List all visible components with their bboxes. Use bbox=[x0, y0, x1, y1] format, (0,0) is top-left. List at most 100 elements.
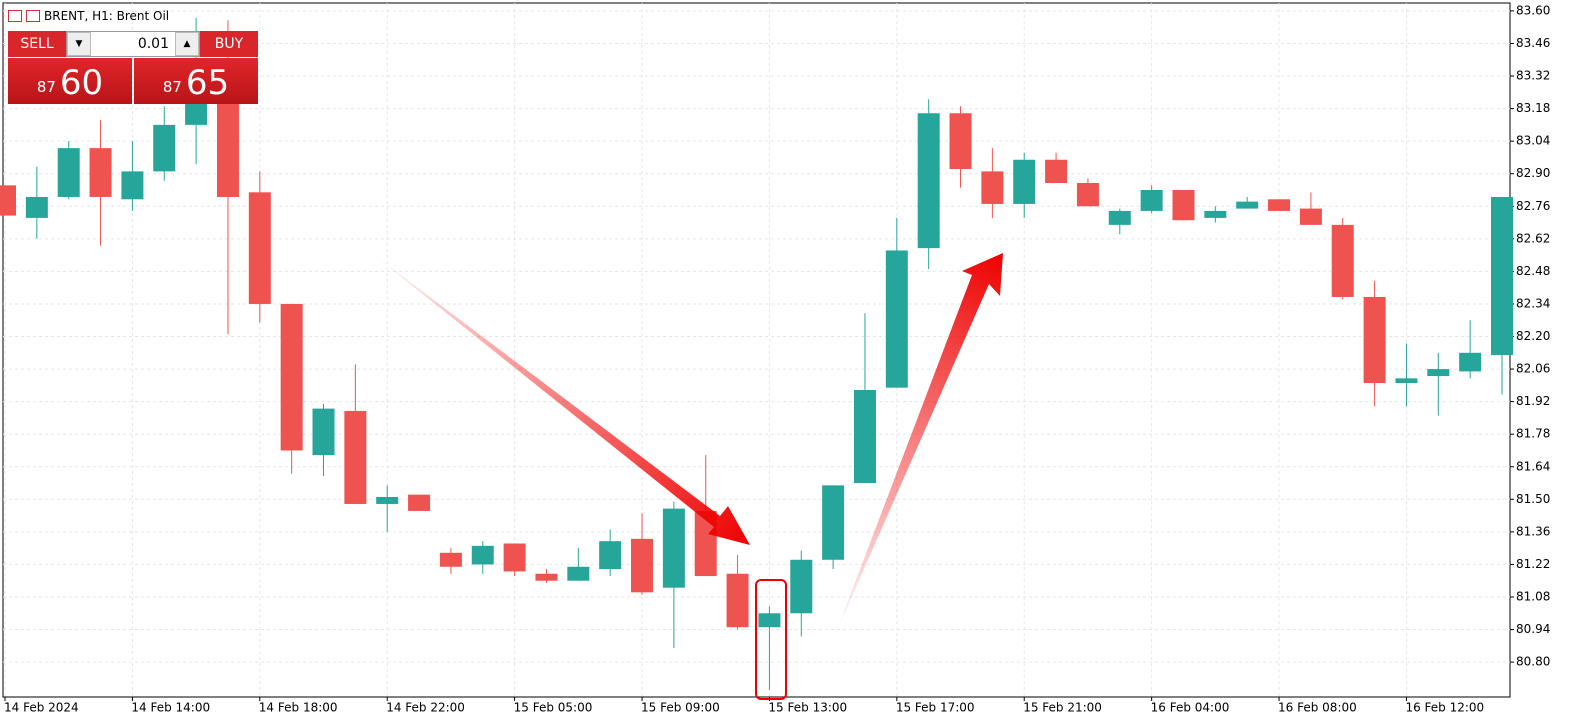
candle-body bbox=[0, 185, 16, 216]
sell-button[interactable]: SELL bbox=[8, 31, 66, 57]
y-tick-label: 82.06 bbox=[1516, 362, 1550, 376]
icon bbox=[26, 10, 40, 22]
y-tick-label: 83.04 bbox=[1516, 134, 1550, 148]
y-tick-label: 82.76 bbox=[1516, 199, 1550, 213]
x-tick-label: 16 Feb 04:00 bbox=[1151, 701, 1230, 715]
candle-body bbox=[1140, 189, 1163, 211]
y-tick-label: 82.62 bbox=[1516, 231, 1550, 245]
y-tick-label: 82.48 bbox=[1516, 264, 1550, 278]
bid-big: 87 bbox=[36, 78, 56, 96]
x-tick-label: 15 Feb 13:00 bbox=[768, 701, 847, 715]
candle-body bbox=[25, 196, 48, 218]
candle-body bbox=[790, 559, 813, 614]
candle-body bbox=[376, 496, 399, 504]
trade-panel: SELL ▼ 0.01 ▲ BUY 87 60 87 65 bbox=[8, 31, 258, 104]
candle-body bbox=[1363, 296, 1386, 384]
x-tick-label: 14 Feb 2024 bbox=[4, 701, 79, 715]
candle-body bbox=[121, 171, 144, 200]
candle-body bbox=[1076, 183, 1099, 207]
y-tick-label: 80.94 bbox=[1516, 622, 1550, 636]
candle-body bbox=[1204, 210, 1227, 218]
candle-body bbox=[57, 148, 80, 197]
chart-title: BRENT, H1: Brent Oil bbox=[44, 9, 170, 23]
x-tick-label: 15 Feb 09:00 bbox=[641, 701, 720, 715]
candle-body bbox=[1459, 352, 1482, 372]
ask-small: 65 bbox=[185, 63, 230, 103]
candle-body bbox=[344, 410, 367, 504]
candle-body bbox=[822, 485, 845, 560]
candle-body bbox=[1045, 159, 1068, 184]
candle-body bbox=[1172, 189, 1195, 221]
candle-body bbox=[917, 113, 940, 249]
buy-button[interactable]: BUY bbox=[200, 31, 258, 57]
candle-body bbox=[1236, 201, 1259, 209]
candle-body bbox=[216, 103, 239, 197]
ask-price[interactable]: 87 65 bbox=[134, 58, 258, 104]
icon bbox=[8, 10, 22, 22]
x-tick-label: 16 Feb 12:00 bbox=[1405, 701, 1484, 715]
candle-body bbox=[981, 171, 1004, 204]
y-tick-label: 81.78 bbox=[1516, 427, 1550, 441]
candle-body bbox=[312, 408, 335, 456]
x-tick-label: 15 Feb 17:00 bbox=[896, 701, 975, 715]
ask-big: 87 bbox=[162, 78, 182, 96]
bid-small: 60 bbox=[59, 63, 104, 103]
arrow-down bbox=[365, 248, 750, 545]
candle-body bbox=[1491, 196, 1513, 356]
x-tick-label: 15 Feb 05:00 bbox=[514, 701, 593, 715]
y-tick-label: 83.60 bbox=[1516, 3, 1550, 17]
y-tick-label: 80.80 bbox=[1516, 655, 1550, 669]
x-tick-label: 15 Feb 21:00 bbox=[1023, 701, 1102, 715]
y-tick-label: 81.92 bbox=[1516, 394, 1550, 408]
candle-body bbox=[1268, 199, 1291, 211]
x-tick-label: 14 Feb 22:00 bbox=[386, 701, 465, 715]
candle-body bbox=[439, 552, 462, 567]
candle-body bbox=[949, 113, 972, 170]
candle-body bbox=[1427, 369, 1450, 377]
candle-body bbox=[726, 573, 749, 628]
candle-body bbox=[1108, 210, 1131, 225]
candle-body bbox=[567, 566, 590, 581]
volume-box[interactable]: ▼ 0.01 ▲ bbox=[66, 31, 200, 57]
candle-body bbox=[408, 494, 431, 511]
candle-body bbox=[535, 573, 558, 581]
candle-body bbox=[1331, 224, 1354, 297]
candle-body bbox=[853, 390, 876, 484]
volume-up[interactable]: ▲ bbox=[175, 32, 199, 56]
y-tick-label: 81.36 bbox=[1516, 524, 1550, 538]
volume-down[interactable]: ▼ bbox=[67, 32, 91, 56]
x-tick-label: 14 Feb 14:00 bbox=[131, 701, 210, 715]
highlight-box bbox=[755, 579, 787, 700]
y-tick-label: 83.18 bbox=[1516, 101, 1550, 115]
y-tick-label: 81.50 bbox=[1516, 492, 1550, 506]
x-tick-label: 16 Feb 08:00 bbox=[1278, 701, 1357, 715]
candle-body bbox=[153, 124, 176, 172]
x-tick-label: 14 Feb 18:00 bbox=[259, 701, 338, 715]
y-tick-label: 82.34 bbox=[1516, 296, 1550, 310]
chart-header: BRENT, H1: Brent Oil bbox=[8, 9, 169, 23]
candle-body bbox=[662, 508, 685, 588]
candle-body bbox=[1395, 378, 1418, 384]
volume-value[interactable]: 0.01 bbox=[137, 36, 169, 52]
candle-body bbox=[503, 543, 526, 572]
candle-body bbox=[694, 510, 717, 577]
y-tick-label: 81.64 bbox=[1516, 459, 1550, 473]
candle-body bbox=[1299, 208, 1322, 225]
y-tick-label: 83.46 bbox=[1516, 36, 1550, 50]
y-tick-label: 83.32 bbox=[1516, 69, 1550, 83]
candle-body bbox=[185, 103, 208, 125]
candle-body bbox=[89, 148, 112, 197]
candle-body bbox=[248, 192, 271, 304]
candle-body bbox=[471, 545, 494, 565]
candle-body bbox=[280, 303, 303, 451]
bid-price[interactable]: 87 60 bbox=[8, 58, 132, 104]
candle-body bbox=[1013, 159, 1036, 204]
y-tick-label: 82.90 bbox=[1516, 166, 1550, 180]
y-tick-label: 82.20 bbox=[1516, 329, 1550, 343]
candle-body bbox=[885, 250, 908, 388]
y-tick-label: 81.08 bbox=[1516, 589, 1550, 603]
y-tick-label: 81.22 bbox=[1516, 557, 1550, 571]
candle-body bbox=[599, 541, 622, 570]
